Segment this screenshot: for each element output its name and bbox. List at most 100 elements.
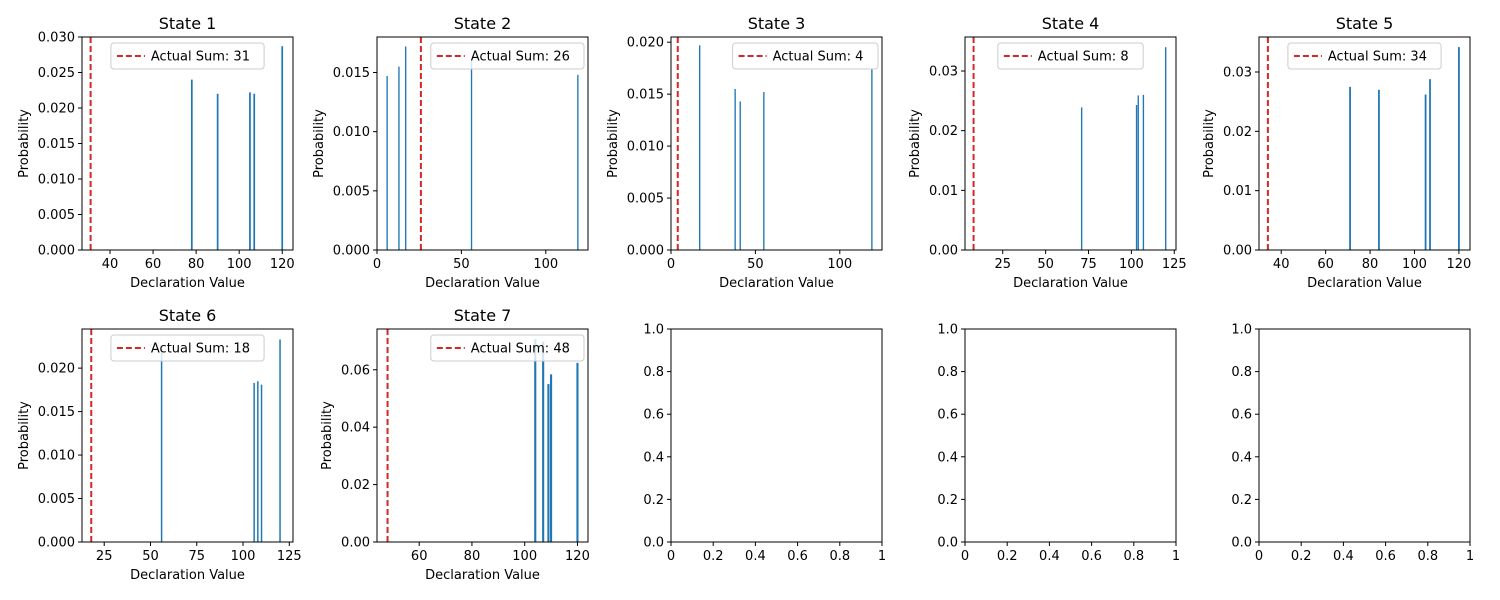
x-tick-label: 100 <box>227 257 252 272</box>
bar <box>1135 105 1138 251</box>
bar <box>253 93 256 250</box>
y-tick-label: 0.020 <box>38 102 75 117</box>
legend-box <box>1287 42 1442 70</box>
legend-box <box>732 42 879 70</box>
subplot-4: 25 50 75 100 125 0.00 0.01 0.02 0.03 State 4 Decla… <box>908 14 1187 291</box>
subplot-title: State 2 <box>454 14 512 33</box>
y-tick-label: 0.02 <box>341 478 370 493</box>
bar <box>470 60 473 250</box>
y-tick-label: 0.020 <box>627 36 664 51</box>
y-tick-label: 0.8 <box>1231 365 1252 380</box>
x-tick-label: 40 <box>1273 257 1290 272</box>
x-tick-label: 125 <box>277 549 302 564</box>
bar <box>576 362 579 542</box>
y-tick-label: 0.005 <box>333 184 370 199</box>
x-tick-label: 80 <box>464 549 481 564</box>
axes-frame <box>81 328 294 543</box>
y-tick-label: 0.4 <box>1231 450 1252 465</box>
y-axis-label: Probability <box>320 401 335 470</box>
subplot-title: State 4 <box>1042 14 1100 33</box>
bar <box>871 69 873 251</box>
subplot-title: State 3 <box>748 14 806 33</box>
subplot-10: 0 0.2 0.4 0.6 0.8 1 0.0 0.2 0.4 0.6 0.8 1.0 <box>1231 323 1474 565</box>
bar <box>1137 95 1139 250</box>
y-tick-label: 0.015 <box>38 405 75 420</box>
subplot-1: 40 60 80 100 120 0.000 0.005 0.010 0.015 0.020 0.0… <box>17 14 295 291</box>
x-tick-label: 1 <box>1172 549 1180 564</box>
y-tick-label: 0.03 <box>1223 66 1252 81</box>
axes-frame <box>964 328 1177 543</box>
y-tick-label: 0.01 <box>929 184 958 199</box>
x-tick-label: 80 <box>188 257 205 272</box>
x-tick-label: 0.8 <box>1123 549 1144 564</box>
subplot-5: 40 60 80 100 120 0.00 0.01 0.02 0.03 State 5 Decla… <box>1202 14 1472 291</box>
y-tick-label: 0.02 <box>929 124 958 139</box>
y-tick-label: 0.4 <box>937 450 958 465</box>
axes-frame <box>1258 328 1471 543</box>
y-axis-label: Probability <box>17 109 32 178</box>
x-tick-label: 1 <box>1466 549 1474 564</box>
x-tick-label: 40 <box>102 257 119 272</box>
x-tick-label: 0.4 <box>745 549 766 564</box>
bar <box>279 339 281 542</box>
y-tick-label: 0.8 <box>643 365 664 380</box>
x-tick-label: 75 <box>188 549 205 564</box>
x-tick-label: 0 <box>667 549 675 564</box>
legend-label: Actual Sum: 48 <box>471 342 570 357</box>
axes-frame <box>376 328 589 543</box>
x-tick-label: 0.8 <box>1417 549 1438 564</box>
bar <box>547 384 550 542</box>
x-tick-label: 75 <box>1080 257 1097 272</box>
y-tick-label: 0.015 <box>627 88 664 103</box>
axes-frame <box>1258 36 1471 251</box>
x-tick-label: 50 <box>1037 257 1054 272</box>
subplot-7: 60 80 100 120 0.00 0.02 0.04 0.06 State 7 Declara… <box>320 306 590 583</box>
bar <box>1458 47 1460 251</box>
bar <box>739 101 741 250</box>
y-tick-label: 0.0 <box>1231 536 1252 551</box>
y-tick-label: 0.000 <box>627 244 664 259</box>
x-axis-label: Declaration Value <box>719 276 834 291</box>
x-tick-label: 120 <box>270 257 295 272</box>
y-tick-label: 0.02 <box>1223 125 1252 140</box>
y-tick-label: 0.000 <box>38 244 75 259</box>
x-tick-label: 0.6 <box>1081 549 1102 564</box>
bar <box>386 76 388 250</box>
bar <box>160 349 163 542</box>
x-tick-label: 0 <box>961 549 969 564</box>
axes-frame <box>376 36 589 251</box>
subplot-title: State 1 <box>159 14 217 33</box>
bar <box>534 339 537 542</box>
y-tick-label: 1.0 <box>1231 323 1252 338</box>
x-tick-label: 120 <box>565 549 590 564</box>
y-tick-label: 0.4 <box>643 450 664 465</box>
y-axis-label: Probability <box>908 109 923 178</box>
y-axis-label: Probability <box>606 109 621 178</box>
y-tick-label: 0.020 <box>38 362 75 377</box>
y-tick-label: 0.6 <box>937 408 958 423</box>
legend-label: Actual Sum: 8 <box>1038 50 1129 65</box>
legend-label: Actual Sum: 26 <box>471 50 570 65</box>
bar <box>1080 107 1083 251</box>
x-tick-label: 0.2 <box>703 549 724 564</box>
x-tick-label: 50 <box>142 549 159 564</box>
axes-frame <box>670 328 883 543</box>
x-axis-label: Declaration Value <box>130 276 245 291</box>
y-tick-label: 0.03 <box>929 65 958 80</box>
y-tick-label: 0.00 <box>929 244 958 259</box>
y-tick-label: 0.6 <box>1231 408 1252 423</box>
x-tick-label: 0.4 <box>1333 549 1354 564</box>
y-tick-label: 0.030 <box>38 31 75 46</box>
x-tick-label: 60 <box>145 257 162 272</box>
bar <box>1429 79 1431 250</box>
y-tick-label: 0.015 <box>38 137 75 152</box>
x-axis-label: Declaration Value <box>130 568 245 583</box>
y-axis-label: Probability <box>17 401 32 470</box>
x-tick-label: 0.2 <box>1291 549 1312 564</box>
bar <box>1424 94 1427 250</box>
y-tick-label: 0.010 <box>38 449 75 464</box>
subplot-9: 0 0.2 0.4 0.6 0.8 1 0.0 0.2 0.4 0.6 0.8 1.0 <box>937 323 1180 565</box>
x-tick-label: 120 <box>1446 257 1471 272</box>
y-axis-label: Probability <box>1202 109 1217 178</box>
bar <box>550 374 553 542</box>
